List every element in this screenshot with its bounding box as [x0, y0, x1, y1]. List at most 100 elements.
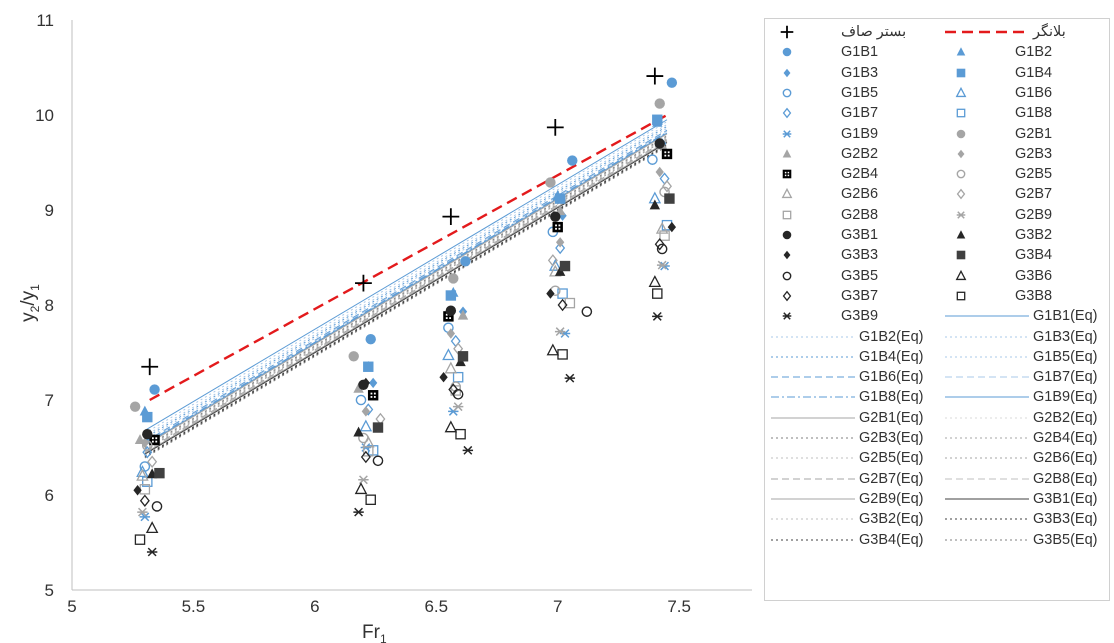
- data-point: [654, 138, 665, 149]
- data-point: [557, 349, 568, 360]
- legend-label: G1B8(Eq): [859, 389, 924, 406]
- series-line: [144, 134, 668, 447]
- legend-symbol: [957, 149, 965, 159]
- chart-plot: 5 5.5 6 6.5 7 7.5 5 6 7 8 9 10 11 Fr1 y2/y1: [18, 11, 752, 643]
- data-point: [557, 288, 568, 299]
- legend-label: G3B6: [1015, 267, 1053, 284]
- legend-label: G3B4(Eq): [859, 531, 924, 548]
- legend-symbol: [955, 269, 967, 280]
- legend-item: G1B7: [769, 103, 878, 123]
- data-point: [654, 237, 665, 251]
- legend-item: G3B4: [943, 245, 1052, 265]
- legend-item: G1B9: [769, 124, 878, 144]
- legend-label: بلانگر: [1033, 24, 1066, 40]
- data-point: [666, 77, 678, 88]
- legend-label: G1B1(Eq): [1033, 308, 1098, 325]
- data-point: [457, 351, 469, 362]
- data-point: [646, 67, 664, 85]
- data-point: [452, 402, 464, 412]
- legend-item: G1B4: [943, 63, 1052, 83]
- data-point: [359, 419, 373, 432]
- legend-item: G2B2: [769, 144, 878, 164]
- data-point: [444, 361, 458, 374]
- data-point: [546, 288, 555, 299]
- legend-symbol: [945, 518, 1029, 520]
- legend-symbol: [945, 437, 1029, 439]
- data-point: [142, 476, 153, 487]
- legend-item: G3B2(Eq): [769, 509, 923, 529]
- data-point: [555, 241, 566, 255]
- legend-item: G1B3(Eq): [943, 327, 1097, 347]
- data-point: [446, 328, 456, 339]
- legend-item: G1B5: [769, 83, 878, 103]
- legend-label: G1B6: [1015, 84, 1053, 101]
- y-tick-label: 11: [36, 11, 54, 30]
- data-point: [149, 384, 160, 395]
- legend-label: G3B2: [1015, 227, 1053, 243]
- y-tick-label: 5: [45, 581, 54, 600]
- legend-item: G3B2: [943, 225, 1052, 245]
- data-point: [141, 440, 153, 451]
- data-point: [661, 148, 673, 160]
- legend-label: G1B9(Eq): [1033, 389, 1098, 406]
- legend-label: G3B8: [1015, 287, 1053, 304]
- data-point: [656, 243, 668, 255]
- legend-label: G3B5: [841, 267, 879, 284]
- legend-item: G2B7(Eq): [769, 469, 923, 489]
- data-point: [445, 290, 457, 301]
- x-tick-label: 7: [553, 597, 562, 616]
- data-point: [146, 547, 158, 557]
- y-tick-label: 10: [35, 106, 54, 125]
- series-line: [144, 135, 668, 448]
- legend-item: G3B1: [769, 225, 878, 245]
- data-point: [448, 383, 459, 396]
- legend-item: G1B9(Eq): [943, 387, 1097, 407]
- y-tick-label: 7: [45, 391, 54, 410]
- data-point: [363, 446, 374, 457]
- legend-label: G1B2(Eq): [859, 328, 924, 345]
- series-line: [144, 143, 668, 456]
- legend-label: G2B3(Eq): [859, 430, 924, 446]
- data-point: [652, 288, 663, 299]
- data-point: [655, 166, 664, 178]
- x-tick-label: 5.5: [182, 597, 206, 616]
- series-line: [144, 121, 668, 434]
- legend-label: G1B4: [1015, 64, 1053, 81]
- legend-item: G1B5(Eq): [943, 347, 1097, 367]
- data-point: [361, 377, 371, 389]
- data-point: [439, 372, 448, 383]
- data-point: [659, 230, 670, 241]
- legend-symbol: [771, 518, 855, 520]
- data-point: [442, 208, 460, 226]
- legend-item: G3B4(Eq): [769, 530, 923, 550]
- legend-symbol: [782, 230, 792, 240]
- legend-label: G1B7(Eq): [1033, 369, 1098, 386]
- legend-symbol: [945, 336, 1029, 337]
- series-line: [144, 127, 668, 441]
- legend-symbol: [783, 250, 791, 260]
- data-point: [149, 434, 160, 446]
- legend-symbol: [771, 478, 855, 480]
- data-point: [662, 180, 672, 193]
- legend-item: بستر صاف: [769, 22, 906, 42]
- data-point: [559, 260, 571, 272]
- data-point: [142, 446, 153, 459]
- data-point: [564, 373, 576, 383]
- legend-item: G3B6: [943, 266, 1052, 286]
- legend-symbol: [956, 47, 966, 56]
- data-point: [355, 274, 372, 292]
- legend-symbol: [771, 498, 855, 500]
- legend-label: G2B5: [1015, 166, 1053, 183]
- legend-label: G3B3(Eq): [1033, 511, 1098, 528]
- data-point: [462, 445, 474, 455]
- y-tick-label: 8: [45, 296, 54, 315]
- data-point: [452, 371, 464, 383]
- legend-label: G3B5(Eq): [1033, 531, 1098, 548]
- legend-item: G1B3: [769, 63, 878, 83]
- x-tick-label: 6.5: [424, 597, 448, 616]
- legend-label: G1B5: [841, 84, 879, 101]
- legend-symbol: [956, 250, 966, 260]
- data-point: [460, 256, 471, 267]
- series-line: [144, 138, 668, 451]
- data-point: [444, 420, 458, 433]
